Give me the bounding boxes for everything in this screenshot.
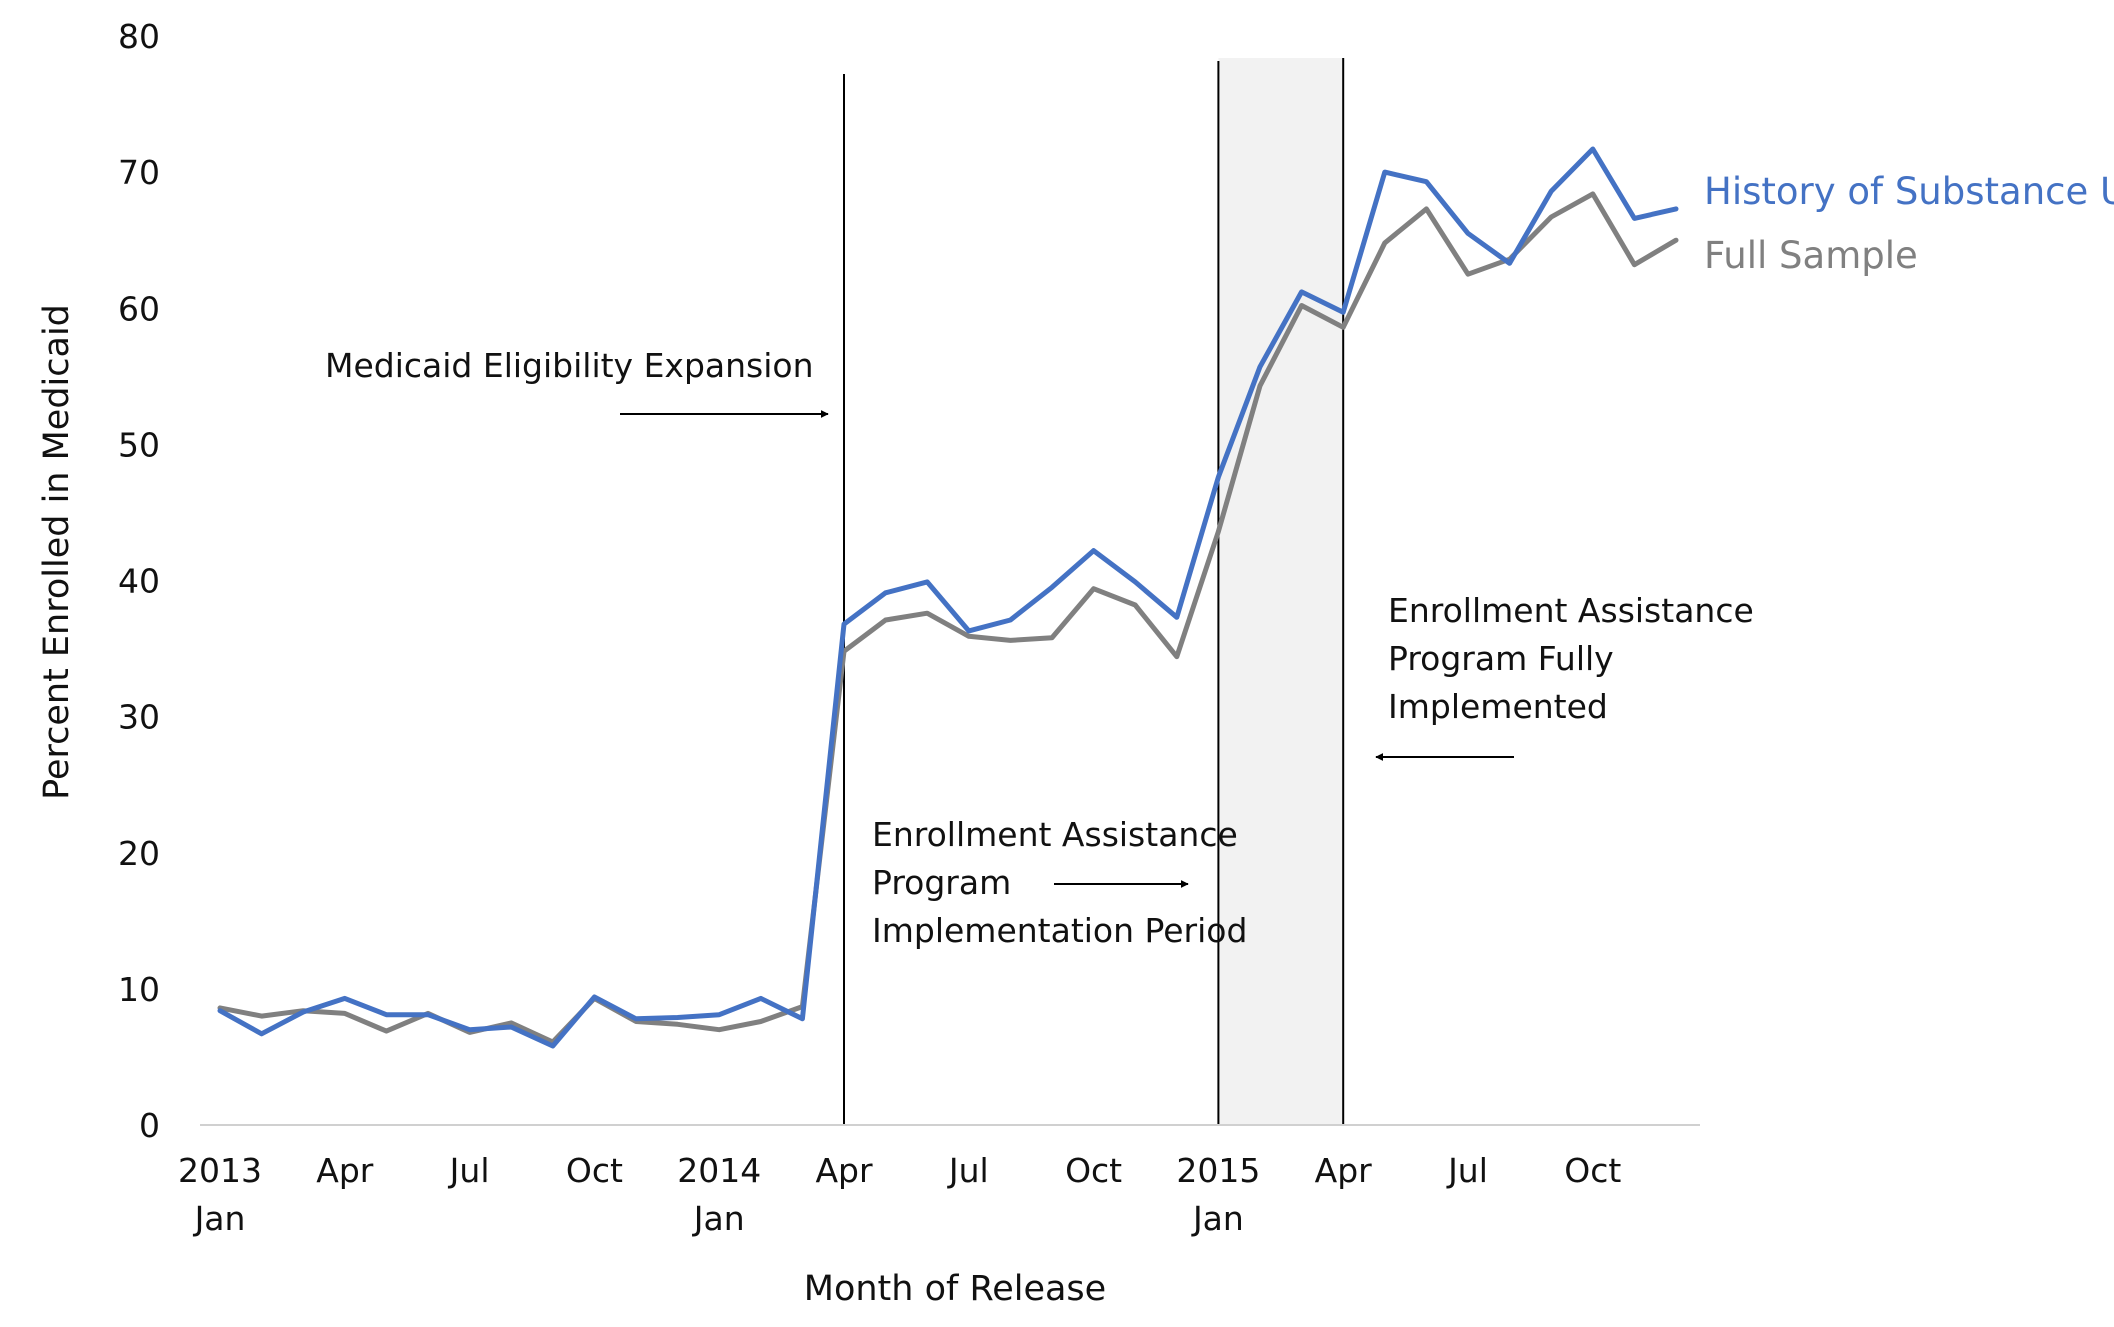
x-tick-label: Jul (1446, 1151, 1488, 1190)
x-tick-label: Oct (1564, 1151, 1621, 1190)
x-tick-label-year-month: Jan (193, 1199, 246, 1238)
x-axis-title: Month of Release (804, 1269, 1106, 1309)
x-tick-label-year-month: Jan (692, 1199, 745, 1238)
x-tick-label: Apr (1315, 1151, 1373, 1190)
y-tick-label: 0 (139, 1106, 160, 1145)
annotation-fully-text: Enrollment Assistance (1388, 591, 1754, 630)
legend-label-1: Full Sample (1704, 234, 1918, 277)
y-tick-label: 20 (118, 834, 160, 873)
x-tick-label: 2013 (178, 1151, 262, 1190)
legend-label-0: History of Substance Use (1704, 170, 2114, 213)
y-tick-label: 30 (118, 698, 160, 737)
x-tick-label: Jul (947, 1151, 989, 1190)
annotation-fully-text: Implemented (1388, 687, 1608, 726)
x-tick-label: Jul (448, 1151, 490, 1190)
y-axis-title: Percent Enrolled in Medicaid (37, 304, 77, 800)
y-tick-label: 40 (118, 562, 160, 601)
y-tick-label: 50 (118, 425, 160, 464)
x-tick-label: Oct (1065, 1151, 1122, 1190)
x-tick-label: 2015 (1176, 1151, 1260, 1190)
y-tick-label: 10 (118, 970, 160, 1009)
x-tick-label: Apr (815, 1151, 873, 1190)
x-tick-label: Oct (566, 1151, 623, 1190)
annotation-implementation-text: Implementation Period (872, 911, 1247, 950)
x-tick-label: 2014 (677, 1151, 761, 1190)
x-tick-label: Apr (316, 1151, 374, 1190)
annotation-expansion-text: Medicaid Eligibility Expansion (325, 346, 814, 385)
y-tick-label: 60 (118, 289, 160, 328)
annotation-fully-text: Program Fully (1388, 639, 1614, 678)
y-tick-label: 80 (118, 17, 160, 56)
x-tick-label-year-month: Jan (1191, 1199, 1244, 1238)
implementation-period-band (1218, 58, 1344, 1125)
annotation-implementation-text: Enrollment Assistance (872, 815, 1238, 854)
y-tick-label: 70 (118, 153, 160, 192)
series-line-0 (217, 146, 1679, 1049)
annotation-implementation-text: Program (872, 863, 1011, 902)
